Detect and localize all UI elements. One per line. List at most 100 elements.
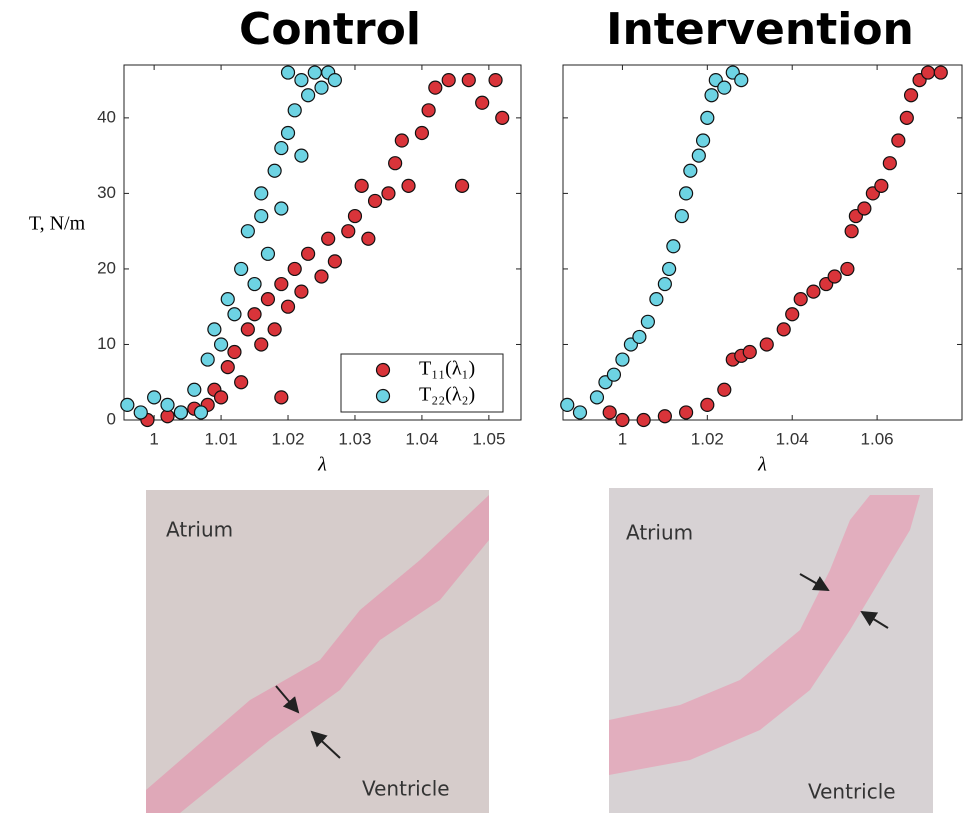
point xyxy=(294,284,309,299)
point xyxy=(717,80,732,95)
point xyxy=(560,397,575,412)
legend-label: T₂₂(λ₂) xyxy=(419,384,475,406)
point xyxy=(327,254,342,269)
point xyxy=(475,95,490,110)
point xyxy=(287,103,302,118)
point xyxy=(267,163,282,178)
point xyxy=(700,397,715,412)
point xyxy=(274,390,289,405)
point xyxy=(227,307,242,322)
plot-area xyxy=(562,64,963,421)
y-tick-label: 40 xyxy=(97,107,116,126)
point xyxy=(361,231,376,246)
point xyxy=(274,140,289,156)
point xyxy=(274,201,289,216)
x-tick-label: 1.05 xyxy=(472,429,505,448)
point xyxy=(606,367,622,382)
point xyxy=(920,65,936,80)
point xyxy=(666,239,681,254)
point xyxy=(401,178,416,193)
point xyxy=(274,276,289,292)
point xyxy=(882,156,897,171)
y-tick-label: 30 xyxy=(97,183,116,202)
point xyxy=(193,405,209,420)
x-tick-label: 1 xyxy=(149,429,158,448)
y-tick-label: 0 xyxy=(107,409,116,428)
point xyxy=(899,110,914,125)
point xyxy=(674,208,689,224)
point xyxy=(903,88,919,103)
point xyxy=(314,269,329,284)
point xyxy=(240,224,255,239)
point xyxy=(260,246,276,261)
point xyxy=(678,186,694,201)
point xyxy=(759,337,774,352)
point xyxy=(589,390,605,405)
point xyxy=(678,405,694,420)
point xyxy=(280,65,296,80)
legend-box xyxy=(340,353,504,413)
point xyxy=(341,224,356,239)
point xyxy=(691,148,706,163)
point xyxy=(615,412,630,428)
point xyxy=(354,178,369,193)
x-axis-label: λ xyxy=(757,454,767,476)
point xyxy=(840,261,855,277)
y-axis-label: T, N/m xyxy=(29,213,86,235)
point xyxy=(421,103,436,118)
point xyxy=(367,193,383,209)
point xyxy=(806,284,821,299)
x-tick-label: 1.01 xyxy=(205,429,238,448)
point xyxy=(207,322,222,337)
point xyxy=(734,73,749,88)
point xyxy=(254,337,269,352)
point xyxy=(254,208,269,224)
point xyxy=(717,382,732,397)
point xyxy=(657,276,672,292)
point xyxy=(933,65,948,80)
point xyxy=(267,322,282,337)
point xyxy=(294,73,309,88)
point xyxy=(785,307,800,322)
histology-image: Atrium Ventricle xyxy=(146,490,489,813)
point xyxy=(827,269,842,284)
legend-marker xyxy=(375,388,391,404)
point xyxy=(260,292,276,307)
x-tick-label: 1 xyxy=(618,429,627,448)
chart-title: Control xyxy=(239,4,421,55)
point xyxy=(247,307,262,322)
point xyxy=(874,178,889,193)
point xyxy=(636,412,651,428)
point xyxy=(844,224,859,239)
point xyxy=(454,178,470,193)
point xyxy=(428,80,443,95)
point xyxy=(394,133,409,148)
point xyxy=(649,292,664,307)
point xyxy=(495,110,510,125)
point xyxy=(632,329,647,345)
point xyxy=(200,352,215,367)
point xyxy=(695,133,711,148)
point xyxy=(461,73,476,88)
image-label: Atrium xyxy=(166,518,233,542)
point xyxy=(891,133,906,148)
point xyxy=(381,186,396,201)
point xyxy=(327,73,342,88)
point xyxy=(662,261,677,277)
image-label: Ventricle xyxy=(808,780,896,804)
x-tick-label: 1.06 xyxy=(861,429,894,448)
point xyxy=(441,73,456,88)
point xyxy=(301,246,316,261)
point xyxy=(240,322,255,337)
point xyxy=(120,397,135,412)
point xyxy=(133,405,148,420)
point xyxy=(683,163,698,178)
point xyxy=(294,148,309,163)
point xyxy=(234,375,249,390)
point xyxy=(615,352,630,367)
point xyxy=(187,382,202,397)
point xyxy=(857,201,872,216)
y-tick-label: 20 xyxy=(97,258,116,277)
chart-title: Intervention xyxy=(606,4,914,55)
